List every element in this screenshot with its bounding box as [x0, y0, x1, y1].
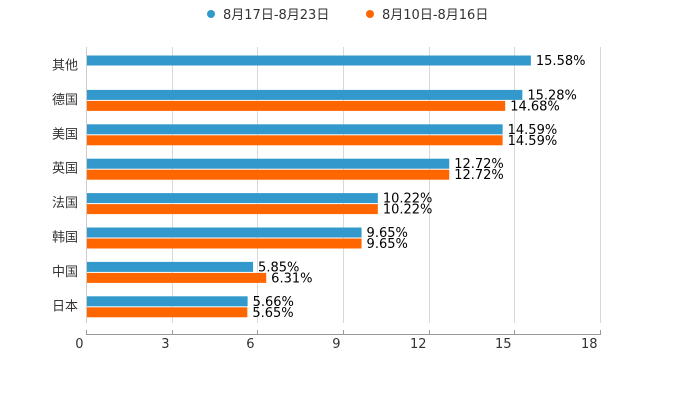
category-label-2: 美国 — [52, 127, 78, 142]
legend-label-series-2: 8月10日-8月16日 — [382, 8, 489, 23]
category-label-4: 法国 — [52, 196, 78, 211]
bar-s2-6 — [87, 272, 267, 283]
legend-item-series-2[interactable]: 8月10日-8月16日 — [366, 4, 488, 23]
bar-s2-7 — [87, 307, 248, 318]
bar-s1-1 — [87, 89, 523, 100]
bar-s1-3 — [87, 158, 450, 169]
x-tick-label-15: 15 — [495, 337, 512, 352]
data-label-s1-6: 5.85% — [258, 260, 299, 275]
legend-item-series-1[interactable]: 8月17日-8月23日 — [207, 4, 329, 23]
category-label-6: 中国 — [52, 265, 78, 280]
data-label-s1-0: 15.58% — [536, 54, 586, 69]
data-label-s2-4: 10.22% — [383, 203, 433, 218]
bar-s1-5 — [87, 227, 362, 238]
bar-s1-0 — [87, 55, 531, 66]
data-label-s1-1: 15.28% — [527, 88, 577, 103]
x-tick-label-6: 6 — [246, 337, 254, 352]
data-label-s1-5: 9.65% — [367, 226, 408, 241]
data-label-s2-1: 14.68% — [510, 99, 560, 114]
data-label-s1-7: 5.66% — [253, 295, 294, 310]
category-label-5: 韩国 — [52, 231, 78, 246]
legend-label-series-1: 8月17日-8月23日 — [223, 8, 330, 23]
bar-s1-6 — [87, 261, 254, 272]
data-label-s1-4: 10.22% — [383, 192, 433, 207]
bar-s2-5 — [87, 238, 362, 249]
data-label-s2-5: 9.65% — [367, 237, 408, 252]
x-tick-label-9: 9 — [332, 337, 340, 352]
x-tick-label-18: 18 — [581, 337, 598, 352]
bar-s1-4 — [87, 193, 378, 204]
bar-s2-4 — [87, 204, 378, 215]
bar-s2-2 — [87, 135, 503, 146]
bar-s2-3 — [87, 169, 450, 180]
data-label-s1-3: 12.72% — [454, 157, 504, 172]
legend-marker-series-1 — [207, 10, 215, 18]
data-label-s2-2: 14.59% — [508, 134, 558, 149]
chart-legend: 8月17日-8月23日 8月10日-8月16日 — [0, 4, 700, 23]
x-tick-label-3: 3 — [161, 337, 169, 352]
bar-s2-1 — [87, 100, 506, 111]
data-label-s1-2: 14.59% — [508, 123, 558, 138]
x-tick-label-12: 12 — [410, 337, 427, 352]
category-label-0: 其他 — [52, 59, 78, 74]
category-label-7: 日本 — [52, 299, 78, 314]
legend-marker-series-2 — [366, 10, 374, 18]
category-label-1: 德国 — [52, 93, 78, 108]
data-label-s2-3: 12.72% — [454, 168, 504, 183]
category-label-3: 英国 — [52, 162, 78, 177]
data-label-s2-6: 6.31% — [271, 271, 312, 286]
bar-s1-7 — [87, 296, 248, 307]
data-label-s2-7: 5.65% — [252, 306, 293, 321]
x-tick-label-0: 0 — [75, 337, 83, 352]
bar-s1-2 — [87, 124, 503, 135]
